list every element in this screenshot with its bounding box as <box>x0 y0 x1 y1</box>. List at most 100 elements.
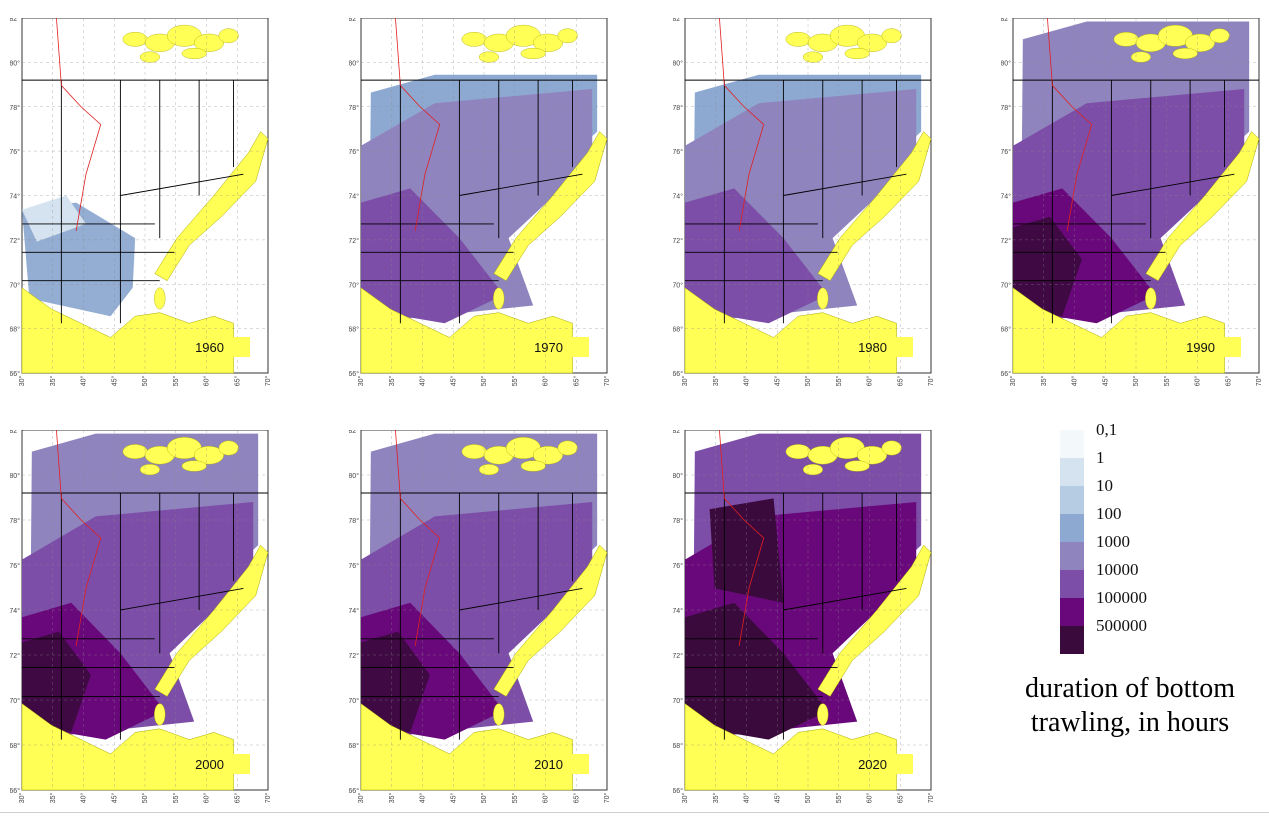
x-tick-label: 65° <box>896 376 904 387</box>
x-tick-label: 45° <box>773 376 781 387</box>
x-tick-label: 50° <box>480 376 488 387</box>
map-1970: 30° 35° 40° 45° 50° 55° 60° 65° 70° 82° 80° 78° 76° 7… <box>349 18 609 387</box>
x-tick-label: 70° <box>264 376 270 387</box>
y-tick-label: 76° <box>673 562 683 570</box>
y-tick-label: 78° <box>349 517 359 525</box>
x-tick-label: 60° <box>203 793 211 804</box>
legend-label: 100000 <box>1096 588 1147 607</box>
x-tick-label: 60° <box>866 793 874 804</box>
y-tick-label: 82° <box>673 18 683 23</box>
y-tick-label: 76° <box>10 148 20 156</box>
graticule <box>361 18 607 373</box>
x-tick-label: 30° <box>681 376 689 387</box>
x-tick-label: 45° <box>1101 376 1109 387</box>
x-tick-label: 35° <box>1040 376 1048 387</box>
x-tick-label: 35° <box>49 376 57 387</box>
map-2000: 30° 35° 40° 45° 50° 55° 60° 65° 70° 82° 80° 78° 76° 7… <box>10 430 270 804</box>
year-marker-box <box>1219 337 1241 357</box>
trawling-zone-intense <box>685 188 828 324</box>
legend-swatch <box>1060 486 1084 514</box>
x-tick-label: 65° <box>1224 376 1232 387</box>
y-tick-label: 68° <box>1001 326 1011 334</box>
x-tick-label: 35° <box>712 376 720 387</box>
statistical-rectangles <box>685 492 931 740</box>
year-label: 2000 <box>195 757 224 772</box>
x-tick-label: 55° <box>1163 376 1171 387</box>
year-label: 2020 <box>858 757 887 772</box>
legend-label: 1000 <box>1096 532 1130 551</box>
x-tick-label: 40° <box>80 793 88 804</box>
x-tick-label: 65° <box>233 376 241 387</box>
map-1980: 30° 35° 40° 45° 50° 55° 60° 65° 70° 82° 80° 78° 76° 7… <box>673 18 933 387</box>
y-tick-label: 68° <box>10 742 20 750</box>
y-tick-label: 68° <box>673 742 683 750</box>
x-tick-label: 35° <box>388 376 396 387</box>
boundary-line <box>719 430 765 647</box>
mainland-coast <box>684 703 897 791</box>
legend-swatch <box>1060 514 1084 542</box>
x-tick-label: 35° <box>712 793 720 804</box>
x-tick-label: 50° <box>480 793 488 804</box>
y-tick-label: 70° <box>349 281 359 289</box>
x-tick-label: 70° <box>927 793 933 804</box>
x-tick-label: 45° <box>449 376 457 387</box>
y-tick-label: 70° <box>349 697 359 705</box>
y-tick-label: 72° <box>349 652 359 660</box>
legend-label: 100 <box>1096 504 1122 523</box>
y-tick-label: 72° <box>1001 237 1011 245</box>
novaya-zemlya-land <box>493 131 608 282</box>
y-tick-label: 78° <box>673 104 683 112</box>
year-label: 1960 <box>195 340 224 355</box>
year-marker-box <box>567 754 589 774</box>
graticule <box>685 18 931 373</box>
y-tick-label: 74° <box>10 193 20 201</box>
legend-swatch <box>1060 570 1084 598</box>
y-tick-label: 72° <box>673 652 683 660</box>
x-tick-label: 50° <box>804 376 812 387</box>
trawling-zone-peak <box>1013 216 1082 317</box>
x-tick-label: 30° <box>357 376 365 387</box>
x-tick-label: 70° <box>264 793 270 804</box>
y-tick-label: 72° <box>673 237 683 245</box>
y-tick-label: 82° <box>349 18 359 23</box>
y-tick-label: 80° <box>349 59 359 67</box>
novaya-zemlya-land <box>817 131 932 282</box>
mainland-coast <box>21 287 234 374</box>
y-tick-label: 82° <box>10 18 20 23</box>
y-tick-label: 66° <box>673 370 683 378</box>
y-tick-label: 74° <box>349 193 359 201</box>
map-panel-2020: 30° 35° 40° 45° 50° 55° 60° 65° 70° 82° 80° 78° 76° 7… <box>673 430 933 804</box>
year-marker-box <box>228 754 250 774</box>
y-tick-label: 76° <box>10 562 20 570</box>
archipelago-islands <box>461 436 578 476</box>
legend-label: 10 <box>1096 476 1113 495</box>
x-tick-label: 60° <box>542 793 550 804</box>
y-tick-label: 72° <box>10 237 20 245</box>
novaya-zemlya-land <box>493 544 608 697</box>
y-tick-label: 70° <box>673 281 683 289</box>
archipelago-islands <box>785 436 902 476</box>
statistical-rectangles <box>22 79 268 324</box>
y-tick-label: 70° <box>10 697 20 705</box>
color-legend: 0,1 1 10 100 1000 10000 100000 500000 <box>1060 420 1265 740</box>
novaya-zemlya-land <box>1145 131 1260 282</box>
map-panel-1960: 30° 35° 40° 45° 50° 55° 60° 65° 70° 82° 80° 78° 76° 7… <box>10 18 270 387</box>
legend-title: duration of bottom trawling, in hours <box>995 672 1265 740</box>
legend-swatch <box>1060 598 1084 626</box>
graticule <box>361 430 607 790</box>
x-tick-label: 35° <box>388 793 396 804</box>
x-tick-label: 45° <box>110 376 118 387</box>
x-tick-label: 50° <box>1132 376 1140 387</box>
legend-title-line-1: duration of bottom <box>1025 673 1235 704</box>
x-tick-label: 45° <box>110 793 118 804</box>
kolguev-island <box>493 703 505 726</box>
x-tick-label: 40° <box>743 376 751 387</box>
statistical-rectangles <box>685 79 931 324</box>
x-tick-label: 45° <box>449 793 457 804</box>
x-tick-label: 40° <box>1071 376 1079 387</box>
boundary-line <box>1047 18 1093 232</box>
y-tick-label: 66° <box>10 370 20 378</box>
map-1990: 30° 35° 40° 45° 50° 55° 60° 65° 70° 82° 80° 78° 76° 7… <box>1001 18 1261 387</box>
boundary-line <box>719 18 765 232</box>
x-tick-label: 65° <box>572 793 580 804</box>
